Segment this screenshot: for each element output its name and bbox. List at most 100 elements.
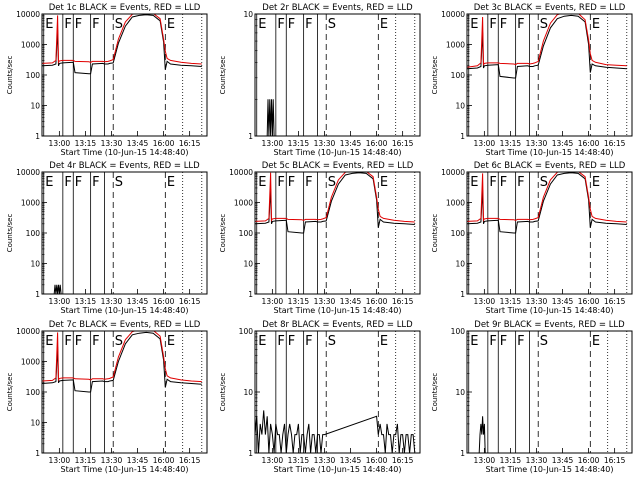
y-axis-label: Counts/sec xyxy=(6,214,14,253)
y-tick-label: 10 xyxy=(30,260,40,269)
y-tick-label: 100 xyxy=(451,71,466,80)
x-tick-label: 16:15 xyxy=(604,297,626,306)
marker-letter: E xyxy=(167,334,175,349)
x-tick-label: 13:30 xyxy=(101,456,123,465)
y-tick-label: 1 xyxy=(460,449,465,458)
y-tick-label: 100 xyxy=(451,327,466,336)
x-tick-label: 13:30 xyxy=(101,139,123,148)
marker-letter: F xyxy=(288,17,295,32)
panel-title: Det 9r BLACK = Events, RED = LLD xyxy=(474,320,625,330)
x-tick-label: 13:00 xyxy=(49,456,71,465)
y-tick-label: 10 xyxy=(30,419,40,428)
x-tick-label: 16:15 xyxy=(392,297,414,306)
y-tick-label: 100 xyxy=(451,229,466,238)
x-tick-label: 13:00 xyxy=(262,297,284,306)
x-tick-label: 16:15 xyxy=(179,456,201,465)
x-tick-label: 13:00 xyxy=(474,139,496,148)
y-tick-label: 100 xyxy=(239,229,254,238)
marker-letter: E xyxy=(592,334,600,349)
x-tick-label: 13:00 xyxy=(474,297,496,306)
marker-letter: F xyxy=(277,175,284,190)
plot-area: EFFFSE xyxy=(257,14,415,136)
x-tick-label: 13:15 xyxy=(500,456,522,465)
y-tick-label: 1 xyxy=(460,290,465,299)
marker-letter: E xyxy=(258,334,266,349)
marker-letter: F xyxy=(288,175,295,190)
y-tick-label: 100 xyxy=(26,388,41,397)
marker-letter: S xyxy=(115,175,123,190)
panel-title: Det 7c BLACK = Events, RED = LLD xyxy=(49,320,201,330)
marker-letter: E xyxy=(592,175,600,190)
panel-title: Det 3c BLACK = Events, RED = LLD xyxy=(474,3,626,13)
x-axis-label: Start Time (10-Jun-15 14:48:40) xyxy=(274,306,402,315)
marker-letter: F xyxy=(288,334,295,349)
x-tick-label: 16:00 xyxy=(366,297,388,306)
series-events xyxy=(479,416,486,453)
plot-frame xyxy=(42,14,207,136)
y-tick-label: 1 xyxy=(35,290,40,299)
y-tick-label: 1000 xyxy=(21,41,40,50)
x-tick-label: 13:45 xyxy=(127,139,149,148)
y-tick-label: 10000 xyxy=(441,168,465,177)
y-axis-label: Counts/sec xyxy=(6,373,14,412)
y-tick-label: 1 xyxy=(248,132,253,141)
marker-letter: F xyxy=(489,175,496,190)
marker-letter: E xyxy=(380,17,388,32)
y-axis-label: Counts/sec xyxy=(219,214,227,253)
marker-letter: E xyxy=(470,17,478,32)
y-tick-label: 10 xyxy=(455,260,465,269)
x-tick-label: 16:15 xyxy=(179,297,201,306)
panel-title: Det 1c BLACK = Events, RED = LLD xyxy=(49,3,201,13)
x-tick-label: 13:45 xyxy=(340,297,362,306)
marker-letter: F xyxy=(305,17,312,32)
marker-letter: F xyxy=(75,334,82,349)
x-tick-label: 13:30 xyxy=(314,139,336,148)
marker-letter: E xyxy=(45,334,53,349)
y-axis-label: Counts/sec xyxy=(6,56,14,95)
x-tick-label: 13:15 xyxy=(500,139,522,148)
x-tick-label: 13:45 xyxy=(340,456,362,465)
marker-letter: F xyxy=(277,334,284,349)
x-tick-label: 13:15 xyxy=(75,139,97,148)
panel-title: Det 8r BLACK = Events, RED = LLD xyxy=(262,320,413,330)
x-tick-label: 16:00 xyxy=(153,297,175,306)
marker-letter: E xyxy=(167,17,175,32)
y-tick-label: 10000 xyxy=(16,10,40,19)
x-axis-label: Start Time (10-Jun-15 14:48:40) xyxy=(274,465,402,474)
x-tick-label: 16:00 xyxy=(366,456,388,465)
x-tick-label: 16:00 xyxy=(578,456,600,465)
y-axis-label: Counts/sec xyxy=(219,56,227,95)
marker-letter: F xyxy=(489,17,496,32)
y-axis-label: Counts/sec xyxy=(431,56,439,95)
y-tick-label: 10000 xyxy=(16,168,40,177)
plot-area: EFFFSE xyxy=(42,330,202,453)
x-tick-label: 13:30 xyxy=(526,139,548,148)
marker-letter: E xyxy=(380,175,388,190)
x-tick-label: 13:30 xyxy=(314,297,336,306)
marker-letter: F xyxy=(305,334,312,349)
marker-letter: E xyxy=(380,334,388,349)
y-axis-label: Counts/sec xyxy=(219,373,227,412)
marker-letter: F xyxy=(64,17,71,32)
x-tick-label: 13:15 xyxy=(288,456,310,465)
x-axis-label: Start Time (10-Jun-15 14:48:40) xyxy=(61,465,189,474)
x-tick-label: 16:15 xyxy=(392,139,414,148)
x-tick-label: 16:00 xyxy=(578,139,600,148)
x-axis-label: Start Time (10-Jun-15 14:48:40) xyxy=(274,148,402,157)
marker-letter: F xyxy=(75,17,82,32)
series-events xyxy=(267,99,274,136)
y-tick-label: 1 xyxy=(248,290,253,299)
y-tick-label: 1000 xyxy=(446,199,465,208)
y-tick-label: 1 xyxy=(460,132,465,141)
x-tick-label: 13:30 xyxy=(526,456,548,465)
x-tick-label: 13:30 xyxy=(526,297,548,306)
x-tick-label: 13:45 xyxy=(127,297,149,306)
